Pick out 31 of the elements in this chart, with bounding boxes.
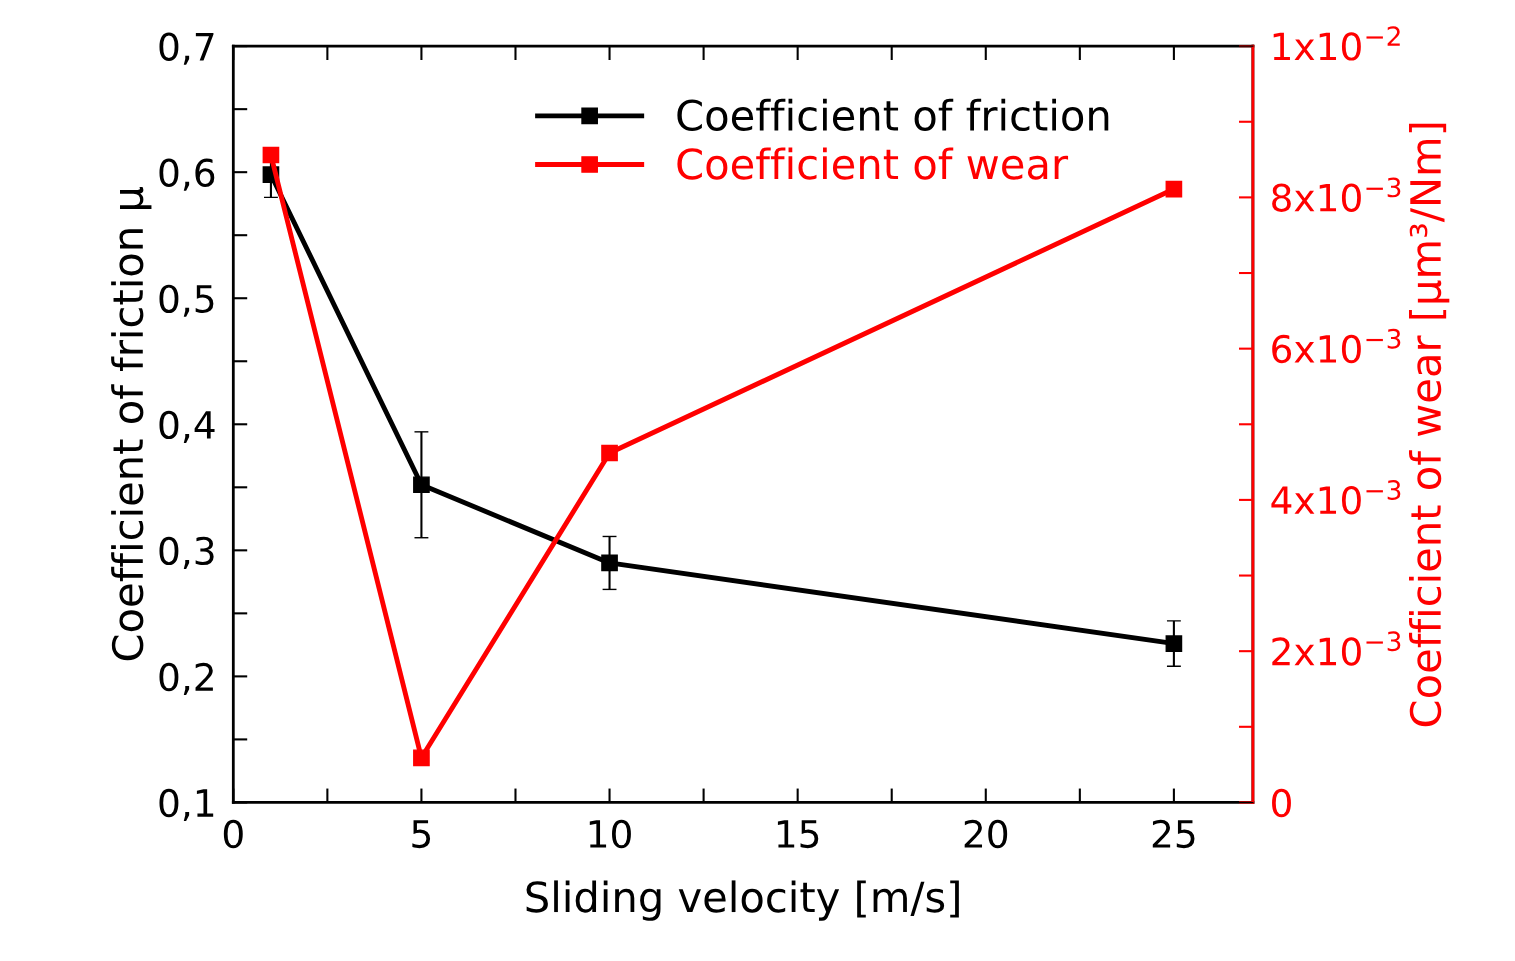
y-tick-label: 0,2 xyxy=(159,662,213,695)
y2-tick-label: 0 xyxy=(1272,788,1291,818)
y-tick-label: 0,1 xyxy=(159,788,214,822)
point xyxy=(1165,635,1183,652)
y-tick-label: 0,5 xyxy=(159,284,214,317)
point xyxy=(413,749,430,767)
legend-label: Coefficient of wear xyxy=(677,147,1069,180)
y-axis-title: Coefficient of friction μ xyxy=(111,187,152,661)
x-tick-label: 5 xyxy=(412,820,431,849)
point xyxy=(1165,180,1183,198)
y2-tick-label: 6x10$^{−3}$ xyxy=(1272,328,1401,364)
y-tick-label: 0,4 xyxy=(159,410,215,443)
x-tick-label: 20 xyxy=(964,819,1008,849)
y2-tick-label: 2x10$^{−3}$ xyxy=(1272,631,1401,666)
y2-axis-title: Coefficient of wear [µm³/Nm] xyxy=(1409,123,1450,727)
y2-tick-label: 8x10$^{−3}$ xyxy=(1272,177,1401,212)
y-tick-label: 0,7 xyxy=(159,32,214,65)
legend-label: Coefficient of friction xyxy=(677,98,1109,132)
point xyxy=(413,476,430,494)
y-tick-label: 0,6 xyxy=(159,158,215,191)
x-tick-label: 10 xyxy=(589,819,631,849)
x-tick-label: 25 xyxy=(1152,819,1195,849)
x-tick-label: 0 xyxy=(223,819,243,849)
point xyxy=(601,444,618,462)
y2-tick-label: 1x10$^{−2}$ xyxy=(1273,26,1400,61)
x-axis-title: Sliding velocity [m/s] xyxy=(526,880,959,921)
y-tick-label: 0,3 xyxy=(159,536,214,569)
x-tick-label: 15 xyxy=(777,820,819,849)
y2-tick-label: 4x10$^{−3}$ xyxy=(1271,480,1401,515)
point xyxy=(262,146,280,164)
point xyxy=(601,554,618,572)
